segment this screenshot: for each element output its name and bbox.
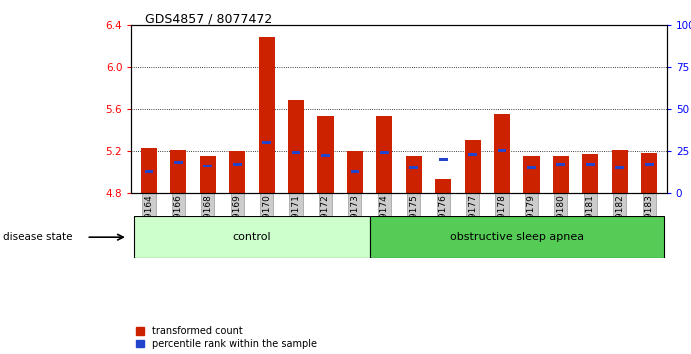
- Bar: [641, 153, 657, 193]
- Bar: [468, 153, 477, 156]
- Bar: [350, 170, 359, 172]
- Text: disease state: disease state: [3, 232, 73, 242]
- Bar: [586, 163, 595, 166]
- Bar: [553, 156, 569, 193]
- Bar: [527, 166, 536, 169]
- Bar: [370, 216, 664, 258]
- Bar: [376, 116, 392, 193]
- Bar: [292, 151, 301, 154]
- Text: control: control: [233, 232, 272, 242]
- Bar: [494, 114, 510, 193]
- Bar: [439, 158, 448, 161]
- Bar: [233, 163, 242, 166]
- Bar: [347, 151, 363, 193]
- Bar: [262, 141, 271, 144]
- Bar: [141, 148, 157, 193]
- Bar: [229, 151, 245, 193]
- Text: obstructive sleep apnea: obstructive sleep apnea: [450, 232, 584, 242]
- Bar: [406, 156, 422, 193]
- Bar: [615, 166, 624, 169]
- Bar: [203, 165, 212, 167]
- Bar: [380, 151, 389, 154]
- Bar: [612, 150, 628, 193]
- Bar: [464, 141, 481, 193]
- Text: GDS4857 / 8077472: GDS4857 / 8077472: [145, 12, 272, 25]
- Legend: transformed count, percentile rank within the sample: transformed count, percentile rank withi…: [136, 326, 316, 349]
- Bar: [409, 166, 418, 169]
- Bar: [317, 116, 334, 193]
- Bar: [134, 216, 370, 258]
- Bar: [556, 163, 565, 166]
- Bar: [174, 161, 183, 164]
- Bar: [583, 154, 598, 193]
- Bar: [435, 179, 451, 193]
- Bar: [258, 38, 275, 193]
- Bar: [144, 170, 153, 172]
- Bar: [170, 150, 187, 193]
- Bar: [645, 163, 654, 166]
- Bar: [288, 101, 304, 193]
- Bar: [200, 156, 216, 193]
- Bar: [498, 149, 507, 152]
- Bar: [321, 154, 330, 158]
- Bar: [523, 156, 540, 193]
